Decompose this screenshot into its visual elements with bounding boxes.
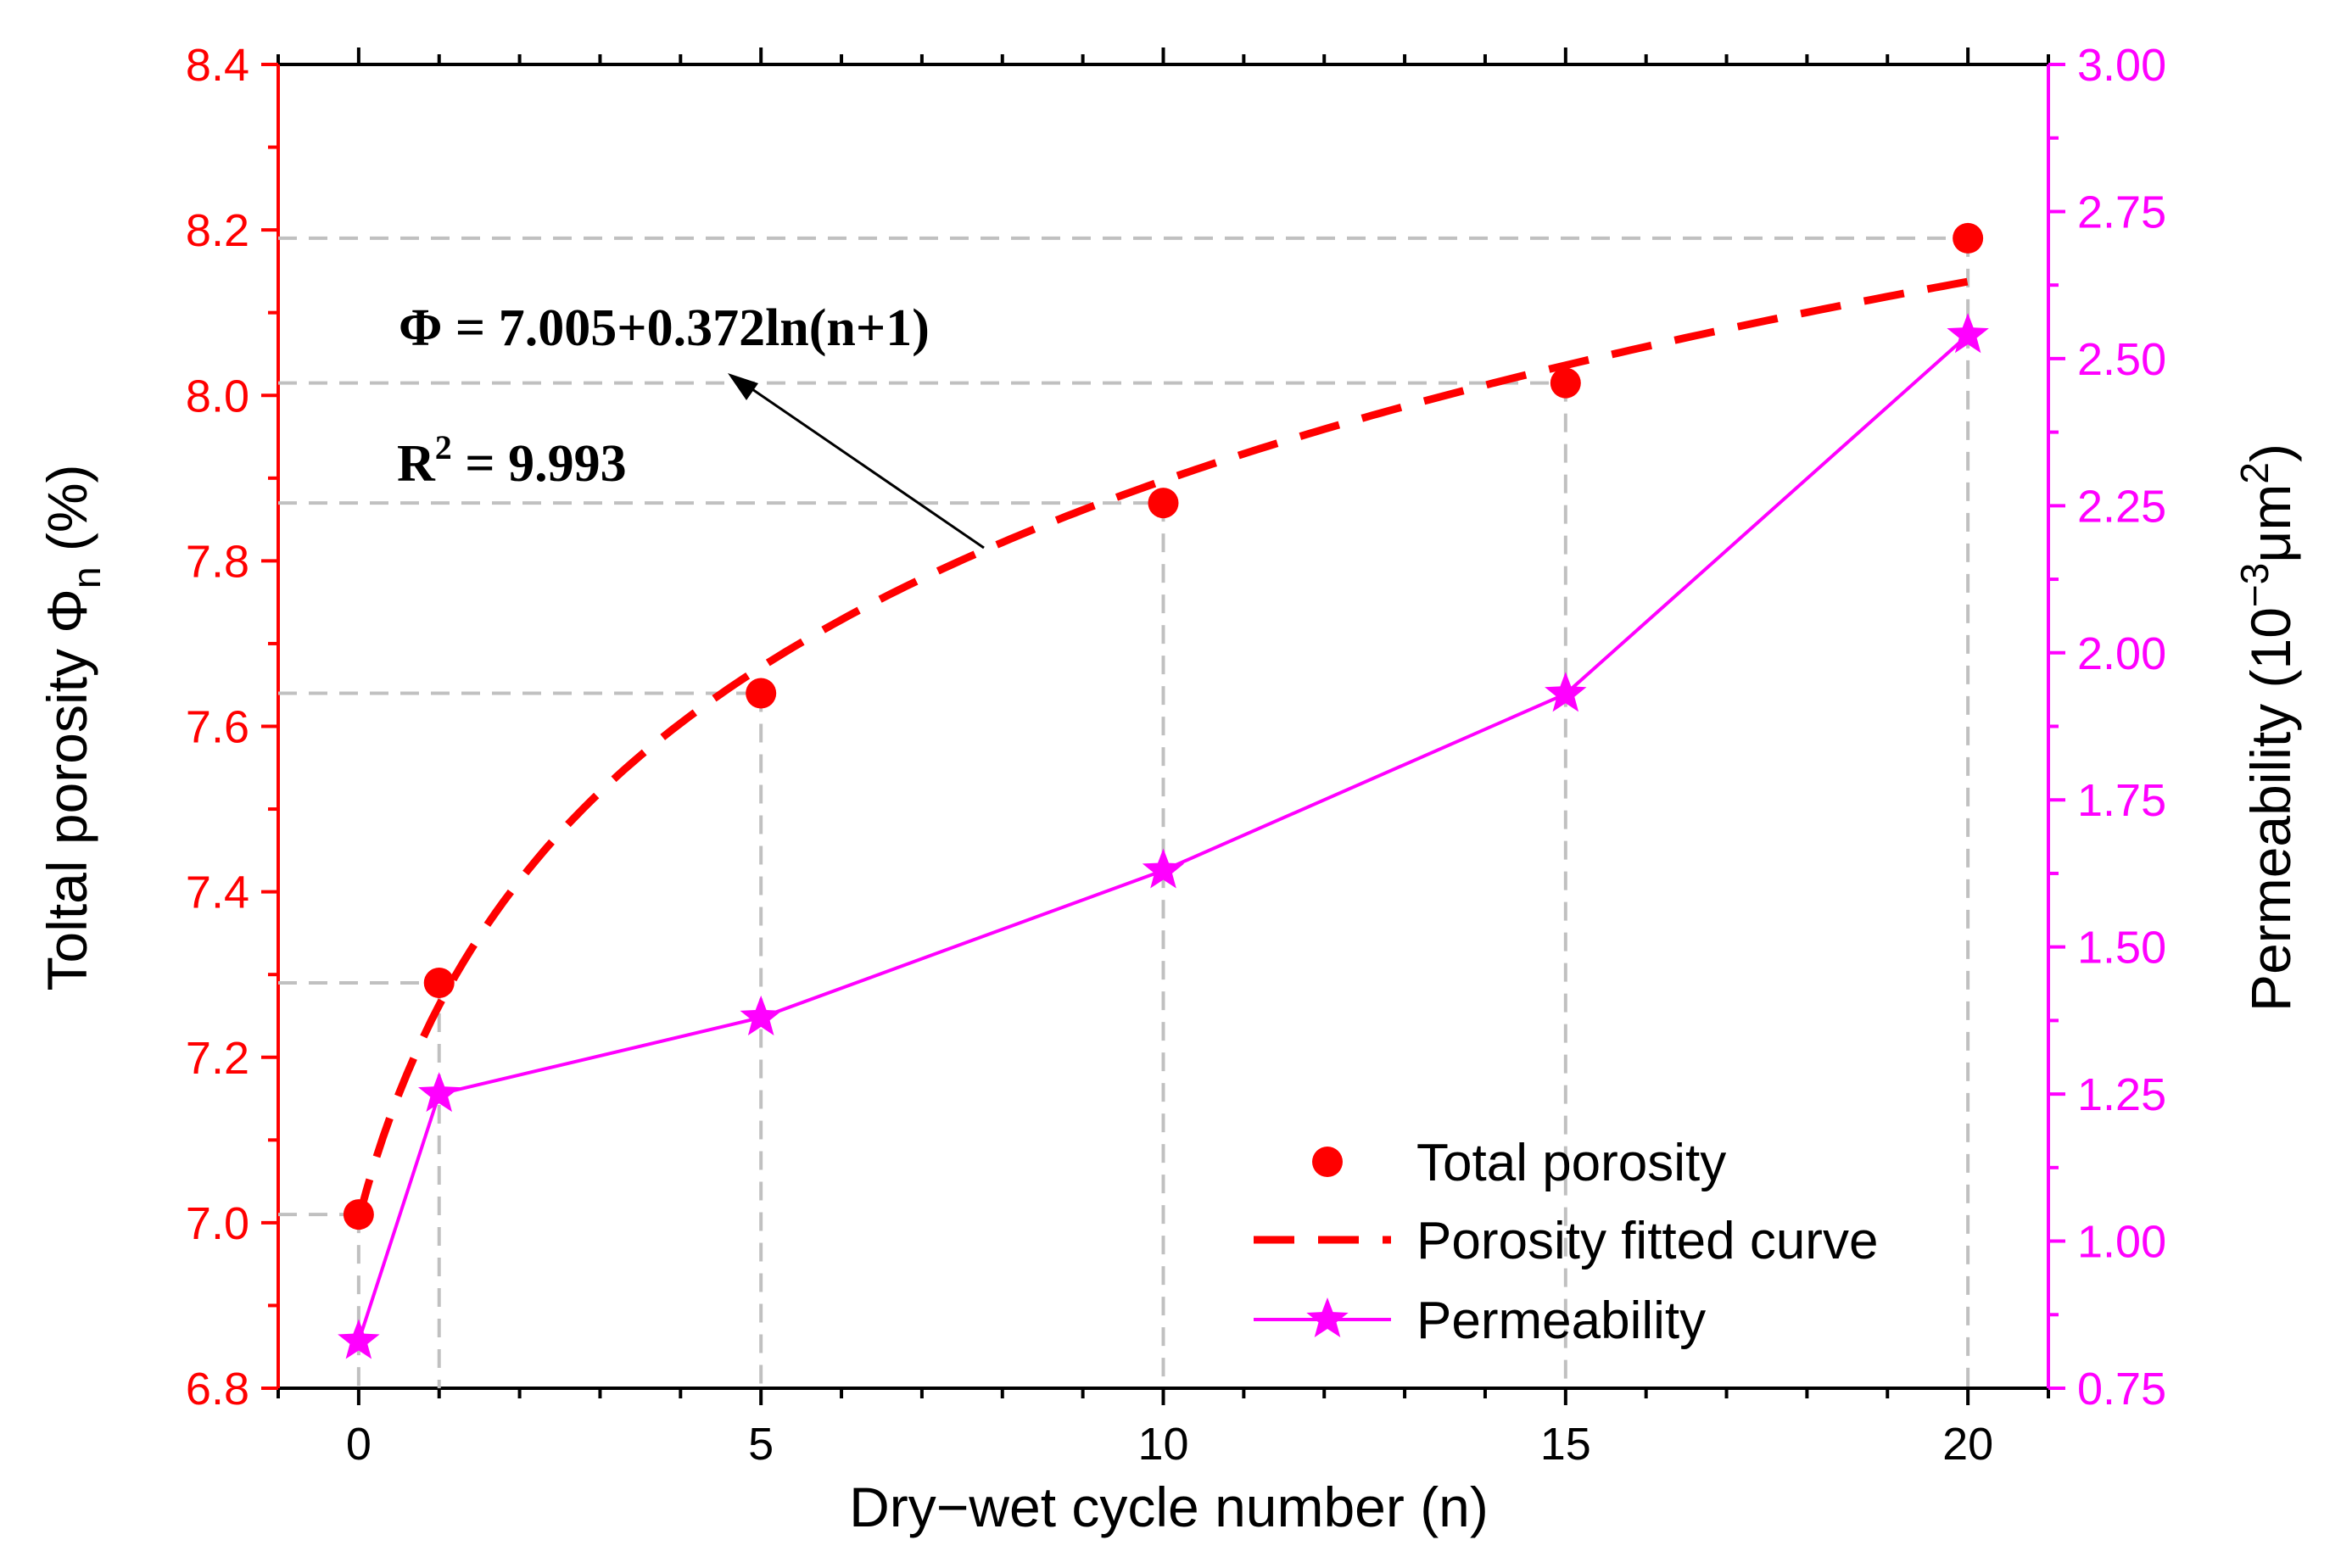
x-tick-label: 20: [1942, 1419, 1993, 1470]
y-right-tick-label: 2.00: [2077, 628, 2166, 679]
axis-ticks: [261, 47, 2065, 1405]
permeability-series: [338, 313, 1989, 1359]
equation-annotation: Φ = 7.005+0.372ln(n+1) R2 = 9.993: [397, 299, 985, 550]
x-tick-label: 15: [1540, 1419, 1591, 1470]
fit-equation: Φ = 7.005+0.372ln(n+1): [399, 299, 930, 357]
porosity-point: [746, 678, 777, 709]
y-axis-left-title: Toltal porosity Φn (%): [36, 464, 109, 990]
legend-porosity-label: Total porosity: [1416, 1134, 1726, 1192]
x-axis-title: Dry−wet cycle number (n): [849, 1476, 1489, 1538]
legend-porosity-marker: [1312, 1147, 1343, 1177]
y-axis-right-title: Permeability (10−3μm2): [2232, 444, 2302, 1012]
permeability-line: [356, 333, 1969, 1342]
y-left-tick-label: 7.4: [186, 868, 249, 918]
annotation-arrow: [735, 377, 985, 550]
x-tick-label: 5: [748, 1419, 774, 1470]
y-left-tick-label: 7.8: [186, 536, 249, 587]
porosity-point: [1953, 222, 1984, 254]
tick-labels: 0 5 10 15 20 6.8 7.0 7.2 7.4 7.6 7.8 8.0 8.2 8.4 0.75 1…: [186, 40, 2166, 1470]
y-left-tick-label: 7.0: [186, 1198, 249, 1249]
legend-perm-marker: [1306, 1297, 1349, 1337]
porosity-point: [1550, 367, 1581, 399]
permeability-point: [1545, 672, 1587, 712]
y-left-tick-label: 8.0: [186, 371, 249, 421]
y-right-tick-label: 1.75: [2077, 775, 2166, 826]
y-right-tick-label: 1.25: [2077, 1069, 2166, 1120]
annotation-arrowhead: [728, 373, 758, 400]
y-left-tick-label: 8.2: [186, 205, 249, 256]
permeability-point: [418, 1072, 461, 1113]
porosity-point: [1148, 488, 1179, 519]
y-right-tick-label: 3.00: [2077, 40, 2166, 91]
legend-fit-label: Porosity fitted curve: [1416, 1212, 1878, 1270]
r-squared: R2 = 9.993: [397, 428, 627, 493]
permeability-point: [1947, 313, 1989, 354]
porosity-point: [343, 1199, 374, 1230]
y-left-tick-label: 7.6: [186, 702, 249, 753]
y-left-tick-label: 6.8: [186, 1364, 249, 1415]
fit-curve: [355, 277, 1969, 1220]
y-right-tick-label: 2.25: [2077, 481, 2166, 532]
y-left-tick-label: 7.2: [186, 1033, 249, 1084]
legend: Total porosity Porosity fitted curve Per…: [1254, 1134, 1878, 1350]
guide-lines: [278, 236, 1970, 1388]
x-tick-label: 0: [346, 1419, 372, 1470]
fit-curve-line: [355, 277, 1969, 1220]
y-right-tick-label: 2.75: [2077, 187, 2166, 237]
y-right-tick-label: 1.50: [2077, 923, 2166, 974]
y-right-tick-label: 1.00: [2077, 1217, 2166, 1268]
porosity-point: [423, 967, 455, 998]
legend-perm-label: Permeability: [1416, 1292, 1706, 1350]
x-tick-label: 10: [1137, 1419, 1188, 1470]
y-right-tick-label: 0.75: [2077, 1364, 2166, 1415]
permeability-point: [740, 995, 782, 1035]
y-right-tick-label: 2.50: [2077, 334, 2166, 385]
permeability-point: [1142, 848, 1185, 889]
porosity-series: [343, 222, 1984, 1230]
y-left-tick-label: 8.4: [186, 40, 249, 91]
permeability-point: [338, 1319, 380, 1359]
